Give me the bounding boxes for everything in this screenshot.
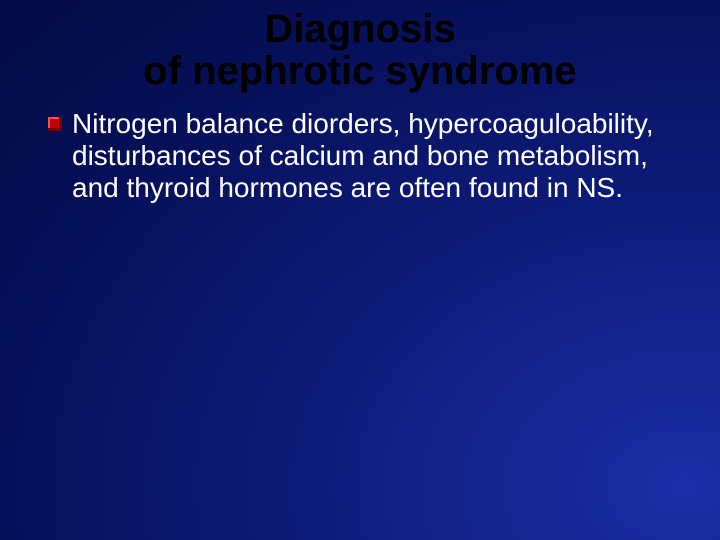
slide: Diagnosis of nephrotic syndrome Nitrogen… (0, 0, 720, 540)
title-line-1: Diagnosis (264, 7, 455, 51)
bullet-item: Nitrogen balance diorders, hypercoaguloa… (48, 108, 678, 205)
bullet-text: Nitrogen balance diorders, hypercoaguloa… (72, 108, 678, 205)
title-line-2: of nephrotic syndrome (143, 49, 576, 93)
slide-title: Diagnosis of nephrotic syndrome (0, 8, 720, 92)
slide-body: Nitrogen balance diorders, hypercoaguloa… (48, 108, 678, 205)
bullet-square-icon (48, 117, 62, 131)
